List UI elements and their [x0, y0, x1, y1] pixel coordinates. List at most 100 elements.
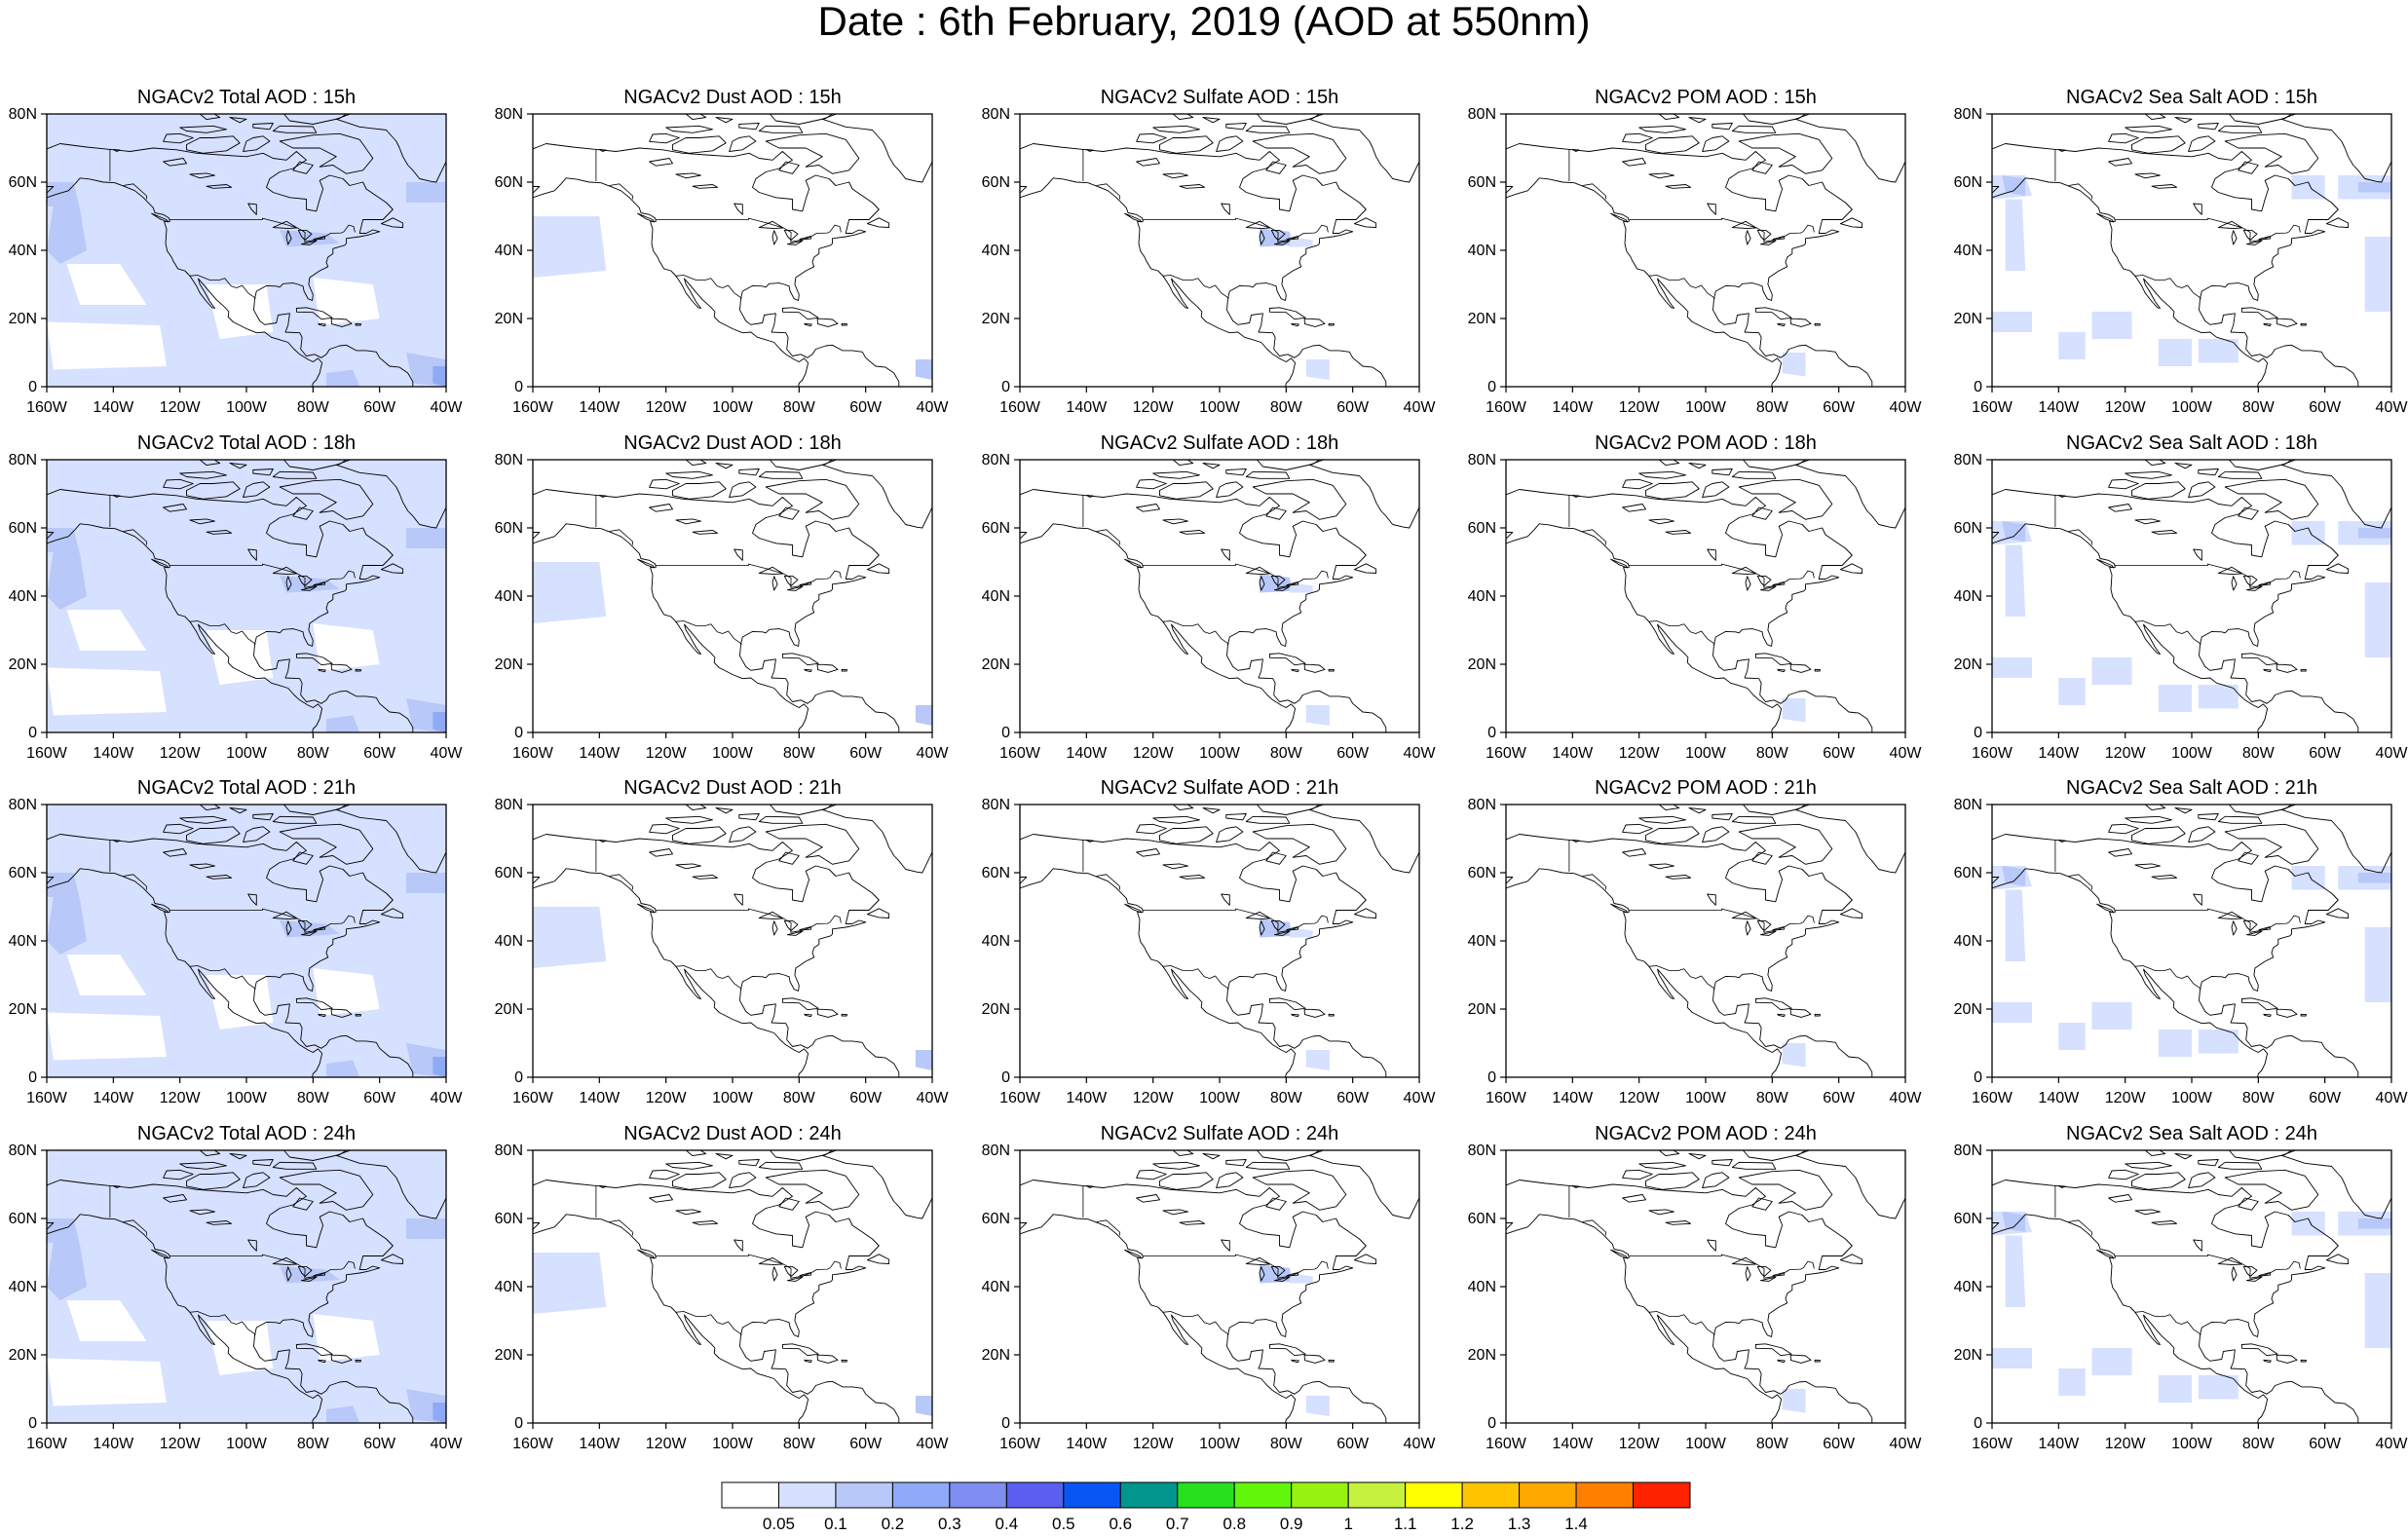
lat-tick-label: 80N — [1468, 1143, 1496, 1159]
lon-tick-label: 140W — [93, 1436, 134, 1452]
lon-tick-label: 80W — [297, 745, 330, 762]
lon-tick-label: 100W — [2171, 745, 2213, 762]
lat-tick-label: 0 — [514, 379, 523, 395]
map-panel-total-18h: NGACv2 Total AOD : 18h 160W 140W 120W 100W 80… — [0, 432, 493, 783]
aod-shading — [2058, 678, 2086, 705]
map-plot: 160W 140W 120W 100W 80W 60W 40W 80N 60N 40N 20N 0 — [495, 452, 950, 762]
aod-shading — [47, 1358, 167, 1406]
lat-tick-label: 40N — [1468, 1279, 1496, 1295]
aod-shading — [2364, 582, 2391, 657]
lon-tick-label: 160W — [26, 745, 68, 762]
lat-tick-label: 80N — [1954, 106, 1982, 123]
lon-tick-label: 60W — [363, 745, 396, 762]
lat-tick-label: 20N — [982, 1001, 1010, 1018]
lon-tick-label: 160W — [512, 1436, 554, 1452]
aod-shading — [66, 264, 147, 305]
lat-tick-label: 0 — [1001, 725, 1010, 741]
lon-tick-label: 100W — [226, 1436, 268, 1452]
lon-tick-label: 40W — [2376, 1436, 2408, 1452]
lon-tick-label: 160W — [999, 399, 1041, 416]
map-panel-seasalt-18h: NGACv2 Sea Salt AOD : 18h 160W 140W 120W 100… — [1945, 432, 2408, 783]
lon-tick-label: 60W — [1336, 399, 1370, 416]
lon-tick-label: 60W — [2309, 1436, 2342, 1452]
aod-shading — [47, 667, 167, 716]
lat-tick-label: 40N — [1954, 1279, 1982, 1295]
lat-tick-label: 40N — [1954, 243, 1982, 259]
lon-tick-label: 140W — [93, 1090, 134, 1106]
colorbar-label: 0.4 — [995, 1515, 1019, 1533]
lon-tick-label: 160W — [512, 399, 554, 416]
lat-tick-label: 20N — [9, 311, 37, 327]
lat-tick-label: 80N — [982, 1143, 1010, 1159]
coastlines — [1020, 805, 1419, 1077]
map-panel-sulfate-15h: NGACv2 Sulfate AOD : 15h 160W 140W 120W 100W… — [973, 87, 1466, 437]
lon-tick-label: 40W — [917, 1436, 950, 1452]
lat-tick-label: 40N — [9, 243, 37, 259]
aod-shading — [533, 216, 607, 278]
aod-field — [533, 805, 932, 1077]
coastlines — [533, 460, 932, 732]
lat-tick-label: 80N — [9, 1143, 37, 1159]
coastlines — [1992, 805, 2391, 1077]
lon-tick-label: 140W — [2038, 399, 2080, 416]
lat-tick-label: 80N — [1468, 106, 1496, 123]
colorbar-swatch — [1347, 1481, 1407, 1509]
lon-tick-label: 40W — [431, 745, 464, 762]
aod-shading — [1782, 353, 1806, 377]
aod-shading — [915, 1396, 932, 1416]
lat-tick-label: 20N — [495, 1001, 523, 1018]
map-plot: 160W 140W 120W 100W 80W 60W 40W 80N 60N 40N 20N 0 — [982, 106, 1437, 416]
map-plot: 160W 140W 120W 100W 80W 60W 40W 80N 60N 40N 20N 0 — [1954, 1143, 2408, 1452]
coastlines — [1992, 1150, 2391, 1423]
lat-tick-label: 80N — [982, 452, 1010, 468]
lon-tick-label: 160W — [999, 745, 1041, 762]
aod-shading — [1992, 657, 2032, 678]
lon-tick-label: 100W — [1685, 399, 1727, 416]
coastlines — [47, 114, 446, 387]
lat-tick-label: 40N — [9, 588, 37, 605]
lon-tick-label: 140W — [579, 1436, 621, 1452]
lon-tick-label: 160W — [1972, 399, 2013, 416]
map-plot: 160W 140W 120W 100W 80W 60W 40W 80N 60N 40N 20N 0 — [495, 1143, 950, 1452]
aod-shading — [2291, 1212, 2325, 1236]
aod-field — [1992, 114, 2391, 387]
aod-shading — [2158, 685, 2192, 712]
aod-field — [1506, 1150, 1905, 1423]
aod-field — [1506, 114, 1905, 387]
aod-shading — [915, 359, 932, 380]
colorbar-label: 0.2 — [881, 1515, 905, 1533]
lat-tick-label: 20N — [9, 1001, 37, 1018]
lon-tick-label: 60W — [363, 1436, 396, 1452]
aod-shading — [2198, 1030, 2239, 1054]
lat-tick-label: 60N — [982, 1211, 1010, 1227]
lat-tick-label: 20N — [1468, 1001, 1496, 1018]
aod-shading — [2364, 237, 2391, 312]
lon-tick-label: 100W — [1685, 1090, 1727, 1106]
lon-tick-label: 100W — [2171, 1436, 2213, 1452]
lon-tick-label: 160W — [26, 1090, 68, 1106]
aod-field — [533, 114, 932, 387]
coastlines — [1992, 114, 2391, 387]
aod-shading — [280, 920, 340, 938]
map-panel-sulfate-24h: NGACv2 Sulfate AOD : 24h 160W 140W 120W 100W… — [973, 1123, 1466, 1474]
colorbar-swatch — [1177, 1481, 1235, 1509]
aod-shading — [2091, 312, 2132, 339]
map-plot: 160W 140W 120W 100W 80W 60W 40W 80N 60N 40N 20N 0 — [1954, 797, 2408, 1106]
map-panel-total-15h: NGACv2 Total AOD : 15h 160W 140W 120W 100W 80… — [0, 87, 493, 437]
lon-tick-label: 100W — [712, 1436, 754, 1452]
aod-shading — [313, 623, 380, 671]
lat-tick-label: 20N — [495, 311, 523, 327]
aod-shading — [47, 1242, 87, 1300]
lat-tick-label: 60N — [495, 865, 523, 881]
aod-shading — [47, 528, 81, 555]
aod-field — [1992, 1150, 2391, 1423]
lat-tick-label: 0 — [514, 725, 523, 741]
aod-shading — [47, 1012, 167, 1061]
aod-shading — [313, 1314, 380, 1362]
lon-tick-label: 80W — [2242, 1436, 2276, 1452]
aod-shading — [533, 562, 607, 623]
lon-tick-label: 60W — [1823, 1436, 1856, 1452]
aod-field — [1506, 805, 1905, 1077]
aod-shading — [433, 366, 446, 387]
panel-title: NGACv2 Dust AOD : 15h — [623, 87, 842, 108]
